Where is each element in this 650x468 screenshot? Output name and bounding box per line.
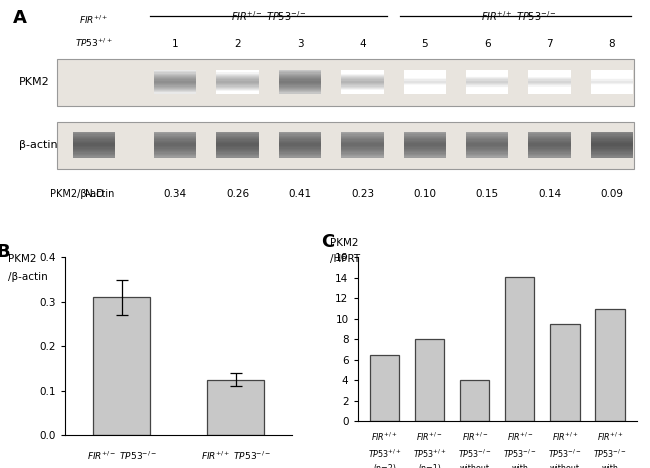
Text: $\it{TP53}$$^{+/+}$: $\it{TP53}$$^{+/+}$ xyxy=(368,447,402,460)
Text: 0.14: 0.14 xyxy=(538,189,561,198)
Text: B: B xyxy=(0,243,10,261)
Text: 6: 6 xyxy=(484,38,491,49)
Text: $\it{FIR}$$^{+/-}$: $\it{FIR}$$^{+/-}$ xyxy=(417,431,443,443)
Text: 0.10: 0.10 xyxy=(413,189,436,198)
Text: 5: 5 xyxy=(422,38,428,49)
Bar xyxy=(595,308,625,421)
Text: N.D: N.D xyxy=(84,189,104,198)
Text: 3: 3 xyxy=(297,38,304,49)
Text: β-actin: β-actin xyxy=(20,140,58,150)
Text: 0.34: 0.34 xyxy=(164,189,187,198)
Text: $\it{TP53}$$^{-/-}$: $\it{TP53}$$^{-/-}$ xyxy=(548,447,582,460)
Text: $\it{FIR}$$^{+/+}$ $\it{TP53}$$^{-/-}$: $\it{FIR}$$^{+/+}$ $\it{TP53}$$^{-/-}$ xyxy=(201,449,270,462)
Text: $\it{FIR}$$^{+/-}$: $\it{FIR}$$^{+/-}$ xyxy=(506,431,533,443)
Text: 0.26: 0.26 xyxy=(226,189,249,198)
Text: without: without xyxy=(460,464,489,468)
Text: $\it{FIR}$$^{+/-}$ $\it{TP53}$$^{-/-}$: $\it{FIR}$$^{+/-}$ $\it{TP53}$$^{-/-}$ xyxy=(231,9,307,23)
Text: $\it{TP53}$$^{+/+}$: $\it{TP53}$$^{+/+}$ xyxy=(413,447,447,460)
Text: PKM2: PKM2 xyxy=(8,254,36,264)
Text: 4: 4 xyxy=(359,38,366,49)
Text: $\it{FIR}$$^{+/+}$: $\it{FIR}$$^{+/+}$ xyxy=(371,431,398,443)
Bar xyxy=(550,324,580,421)
Text: with: with xyxy=(601,464,618,468)
Bar xyxy=(370,355,399,421)
Text: $\it{TP53}$$^{-/-}$: $\it{TP53}$$^{-/-}$ xyxy=(503,447,537,460)
Text: 0.09: 0.09 xyxy=(601,189,623,198)
Text: PKM2: PKM2 xyxy=(330,238,358,248)
Text: 0.23: 0.23 xyxy=(351,189,374,198)
Text: 0.15: 0.15 xyxy=(476,189,499,198)
Text: with: with xyxy=(512,464,528,468)
Bar xyxy=(207,380,264,435)
Text: (n=1): (n=1) xyxy=(418,464,441,468)
Text: $\it{FIR}$$^{+/+}$: $\it{FIR}$$^{+/+}$ xyxy=(552,431,578,443)
Text: $\it{FIR}$$^{+/-}$ $\it{TP53}$$^{-/-}$: $\it{FIR}$$^{+/-}$ $\it{TP53}$$^{-/-}$ xyxy=(87,449,157,462)
Text: C: C xyxy=(321,233,334,251)
Text: 1: 1 xyxy=(172,38,179,49)
Text: $\it{FIR}$$^{+/+}$ $\it{TP53}$$^{-/-}$: $\it{FIR}$$^{+/+}$ $\it{TP53}$$^{-/-}$ xyxy=(480,9,556,23)
Text: 7: 7 xyxy=(547,38,553,49)
Text: $\it{FIR}$$^{+/+}$: $\it{FIR}$$^{+/+}$ xyxy=(597,431,623,443)
Bar xyxy=(94,298,150,435)
Bar xyxy=(57,59,634,106)
Text: 2: 2 xyxy=(235,38,241,49)
Bar xyxy=(57,122,634,169)
Text: (n=4): (n=4) xyxy=(108,467,136,468)
Text: 8: 8 xyxy=(609,38,616,49)
Text: $\it{TP53}$$^{+/+}$: $\it{TP53}$$^{+/+}$ xyxy=(75,37,113,49)
Text: (n=4): (n=4) xyxy=(222,467,250,468)
Text: 0.41: 0.41 xyxy=(289,189,311,198)
Text: $\it{TP53}$$^{-/-}$: $\it{TP53}$$^{-/-}$ xyxy=(593,447,627,460)
Text: /β-actin: /β-actin xyxy=(8,271,48,282)
Text: A: A xyxy=(13,9,27,27)
Text: /HPRT: /HPRT xyxy=(330,254,359,264)
Text: PKM2: PKM2 xyxy=(20,77,50,88)
Text: $\it{TP53}$$^{-/-}$: $\it{TP53}$$^{-/-}$ xyxy=(458,447,491,460)
Text: (n=2): (n=2) xyxy=(373,464,396,468)
Text: $\it{FIR}$$^{+/+}$: $\it{FIR}$$^{+/+}$ xyxy=(79,14,109,26)
Bar xyxy=(460,380,489,421)
Text: without: without xyxy=(550,464,580,468)
Bar xyxy=(415,339,445,421)
Text: PKM2/β-actin: PKM2/β-actin xyxy=(51,189,115,198)
Bar xyxy=(505,277,534,421)
Text: $\it{FIR}$$^{+/-}$: $\it{FIR}$$^{+/-}$ xyxy=(462,431,488,443)
